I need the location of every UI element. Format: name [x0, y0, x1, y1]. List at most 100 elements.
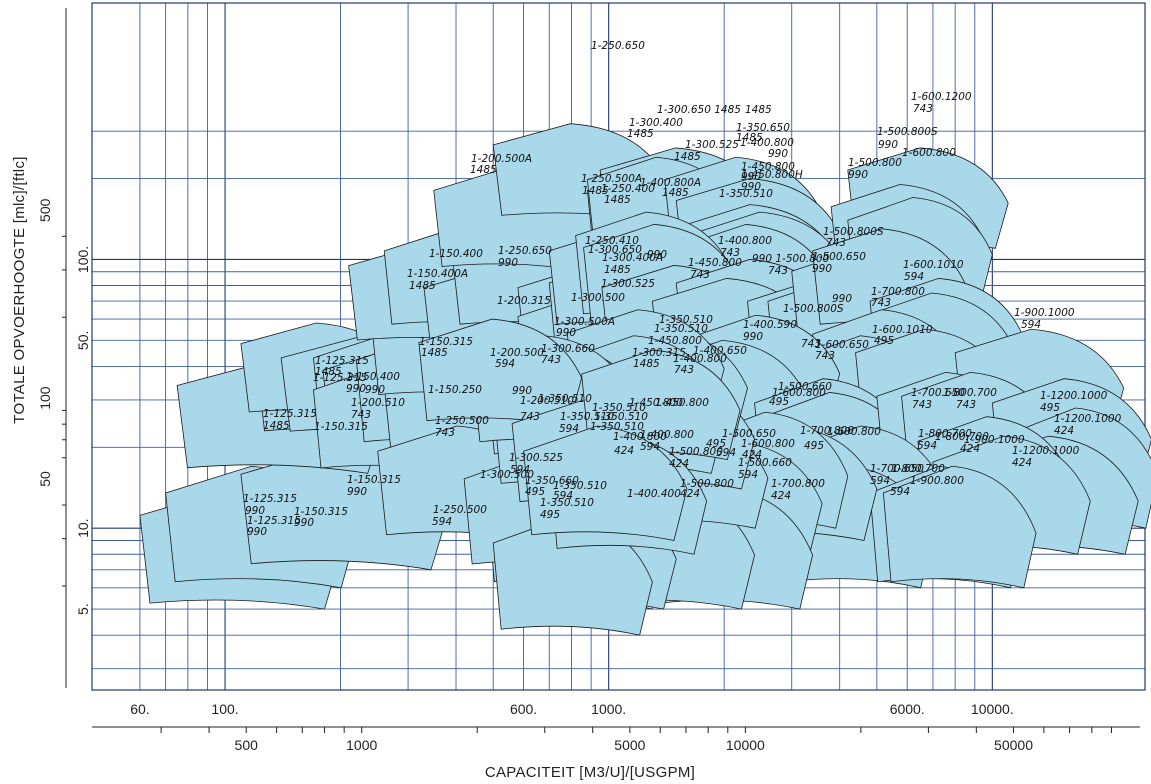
pump-model-label: 1-350.510 [540, 497, 594, 509]
y-tick-label-ft: 100 [37, 386, 53, 410]
pump-model-label: 594 [640, 441, 660, 453]
pump-model-label: 743 [912, 399, 932, 411]
pump-model-label: 1-400.800 [718, 235, 772, 247]
x-tick-label-m3h: 10000. [971, 701, 1014, 717]
pump-model-label: 1-700.650 [870, 463, 924, 475]
pump-model-label: 1-700.800 [871, 286, 925, 298]
pump-model-label: 495 [540, 509, 560, 521]
pump-model-label: 1-600.800 [741, 438, 795, 450]
pump-model-label: 743 [768, 265, 788, 277]
pump-model-label: 1-400.800 [673, 353, 727, 365]
pump-model-label: 1-700.650 [911, 387, 965, 399]
pump-model-label: 1-200.500 [490, 347, 544, 359]
pump-model-label: 1485 [582, 185, 609, 197]
pump-model-label: 1-500.800 [669, 446, 723, 458]
pump-model-label: 990 [647, 249, 667, 261]
x-tick-label-usgpm: 50000 [994, 737, 1033, 753]
pump-model-label: 1-700.800 [771, 478, 825, 490]
pump-model-label: 1-500.800S [823, 226, 884, 238]
pump-model-label: 1-800.700 [891, 463, 945, 475]
pump-model-label: 1-200.315 [497, 295, 551, 307]
pump-model-label: 1-350.510 [592, 402, 646, 414]
x-tick-label-usgpm: 5000 [614, 737, 645, 753]
pump-model-label: 1-350.510 [719, 188, 773, 200]
pump-model-label: 1485 [633, 358, 660, 370]
pump-model-label: 1-400.800 [740, 137, 794, 149]
pump-model-label: 990 [512, 385, 532, 397]
pump-curve-area [523, 425, 688, 541]
pump-model-label: 594 [917, 440, 937, 452]
pump-model-label: 1-450.800 [629, 397, 683, 409]
pump-model-label: 1485 [662, 187, 689, 199]
pump-model-label: 743 [871, 297, 891, 309]
pump-model-label: 990 [556, 327, 576, 339]
pump-model-label: 1-350.650 [736, 122, 790, 134]
pump-model-label: 1-125.315 [313, 372, 367, 384]
pump-model-label: 495 [874, 335, 894, 347]
pump-model-label: 1-500.660 [738, 457, 792, 469]
pump-model-label: 1-400.800 [613, 431, 667, 443]
pump-model-label: 990 [365, 384, 385, 396]
pump-model-label: 1-400.400 [627, 488, 681, 500]
pump-model-label: 1-800.700 [935, 431, 989, 443]
pump-model-label: 990 [741, 171, 761, 183]
pump-model-label: 1-450.800 [688, 257, 742, 269]
pump-model-label: 1-125.315 [247, 515, 301, 527]
pump-model-label: 1-500.800S [783, 303, 844, 315]
pump-model-label: 743 [674, 364, 694, 376]
pump-model-label: 1-400.800 [640, 429, 694, 441]
pump-model-label: 990 [245, 505, 265, 517]
pump-model-label: 1485 [604, 264, 631, 276]
pump-model-label: 1-250.650 [591, 40, 645, 52]
pump-model-label: 594 [738, 469, 758, 481]
pump-model-label: 1-250.400 [601, 183, 655, 195]
pump-model-label: 1485 [470, 164, 497, 176]
pump-model-label: 1485 [627, 128, 654, 140]
pump-model-label: 1-500.800S [877, 126, 938, 138]
pump-model-label: 743 [520, 411, 540, 423]
pump-model-label: 1485 [736, 132, 763, 144]
pump-model-label: 1485 [604, 194, 631, 206]
y-tick-label-m: 50. [75, 331, 91, 350]
pump-model-label: 1485 [745, 104, 772, 116]
pump-model-label: 990 [832, 293, 852, 305]
pump-model-label: 1-900.800 [910, 475, 964, 487]
pump-model-label: 743 [720, 247, 740, 259]
pump-model-label: 594 [870, 475, 890, 487]
pump-model-label: 1-400.650 [693, 345, 747, 357]
pump-model-label: 1-200.500A [471, 153, 532, 165]
pump-model-label: 743 [435, 427, 455, 439]
x-tick-label-usgpm: 500 [235, 737, 259, 753]
y-axis-title: TOTALE OPVOERHOOGTE [mlc]/[ftlc] [11, 156, 28, 423]
pump-model-label: 1-350.510 [590, 421, 644, 433]
pump-model-label: 1-500.650 [722, 428, 776, 440]
pump-model-label: 594 [1021, 319, 1041, 331]
pump-model-label: 594 [890, 486, 910, 498]
pump-model-label: 1-125.315 [315, 355, 369, 367]
pump-curve-area [882, 465, 1037, 589]
pump-model-label: 1-800.700 [943, 387, 997, 399]
pump-model-label: 424 [960, 443, 980, 455]
pump-model-label: 1-400.590 [743, 319, 797, 331]
pump-model-label: 1-1200.1000 [1040, 390, 1108, 402]
x-tick-label-m3h: 600. [510, 701, 537, 717]
pump-model-label: 1-600.650 [815, 339, 869, 351]
pump-model-label: 990 [812, 263, 832, 275]
x-tick-label-m3h: 100. [211, 701, 238, 717]
pump-model-label: 990 [768, 148, 788, 160]
pump-model-label: 1-300.525 [509, 452, 563, 464]
y-tick-label-m: 5. [75, 603, 91, 615]
pump-model-label: 1-400.800A [640, 177, 701, 189]
pump-model-label: 1485 [674, 151, 701, 163]
pump-model-label: 1-250.410 [585, 235, 639, 247]
pump-model-label: 743 [913, 103, 933, 115]
pump-model-label: 1-900.1000 [964, 434, 1025, 446]
pump-model-label: 1-500.800 [680, 478, 734, 490]
pump-model-label: 594 [904, 271, 924, 283]
pump-model-label: 743 [956, 399, 976, 411]
pump-model-label: 743 [690, 269, 710, 281]
pump-model-label: 1-300.525 [601, 278, 655, 290]
y-tick-label-m: 100. [75, 246, 91, 273]
pump-model-label: 594 [432, 516, 452, 528]
